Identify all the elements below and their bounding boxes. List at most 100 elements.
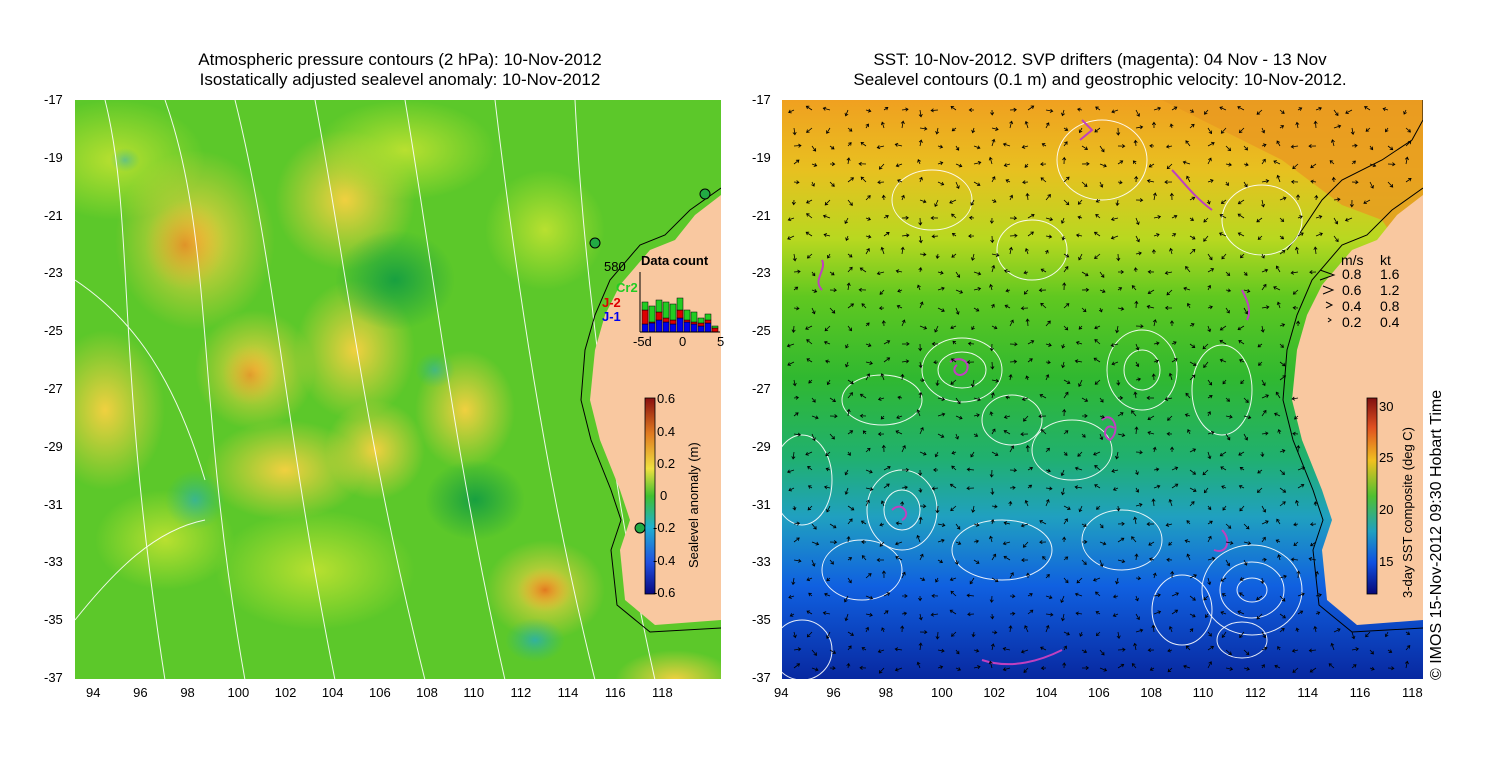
velocity-arrow	[1333, 109, 1339, 117]
velocity-arrow	[895, 556, 903, 561]
velocity-arrow	[988, 156, 993, 165]
velocity-arrow	[793, 412, 799, 417]
velocity-arrow	[1094, 464, 1101, 471]
velocity-arrow	[1387, 181, 1394, 188]
velocity-arrow	[806, 610, 813, 615]
velocity-arrow	[955, 523, 961, 530]
velocity-row-kt: 0.8	[1380, 298, 1400, 314]
velocity-arrow	[881, 444, 886, 453]
velocity-arrow	[1330, 139, 1335, 147]
velocity-arrow	[1274, 412, 1281, 417]
velocity-arrow	[1095, 214, 1101, 219]
velocity-arrow	[1189, 123, 1195, 129]
velocity-arrow	[1279, 343, 1284, 348]
latitude-tick-label: -21	[752, 207, 771, 223]
velocity-arrow	[1147, 269, 1155, 274]
velocity-arrow	[1221, 593, 1227, 597]
velocity-arrow	[811, 163, 818, 167]
velocity-arrow	[1225, 559, 1231, 567]
velocity-arrow	[1219, 106, 1227, 111]
velocity-arrow	[825, 359, 831, 364]
velocity-arrow	[955, 541, 962, 545]
velocity-arrow	[966, 486, 975, 491]
velocity-arrow	[825, 467, 831, 472]
velocity-arrow	[1153, 593, 1161, 598]
velocity-arrow	[901, 215, 909, 220]
velocity-arrow	[1152, 446, 1157, 453]
velocity-arrow	[1297, 610, 1304, 615]
velocity-arrow	[1135, 235, 1140, 243]
velocity-arrow	[1225, 271, 1231, 277]
velocity-arrow	[879, 289, 885, 295]
velocity-arrow	[918, 613, 923, 621]
velocity-arrow	[793, 159, 800, 165]
velocity-arrow	[901, 341, 910, 346]
velocity-arrow	[950, 358, 957, 363]
velocity-arrow	[1063, 266, 1069, 273]
velocity-arrow	[847, 505, 855, 511]
velocity-arrow	[1183, 286, 1191, 291]
velocity-arrow	[1135, 595, 1139, 602]
velocity-arrow	[937, 161, 944, 166]
velocity-arrow	[1003, 269, 1011, 273]
velocity-arrow	[1166, 557, 1173, 562]
latitude-tick-label: -19	[44, 149, 63, 165]
velocity-arrow	[1261, 158, 1266, 165]
velocity-arrow	[793, 432, 802, 437]
left-cb-tick: 0.4	[657, 424, 676, 439]
velocity-arrow	[847, 142, 852, 147]
velocity-arrow	[1074, 592, 1083, 597]
velocity-arrow	[1292, 163, 1299, 170]
velocity-arrow	[1189, 613, 1196, 618]
sst-map[interactable]	[782, 100, 1423, 679]
longitude-tick-label: 110	[1192, 685, 1214, 700]
velocity-arrow	[989, 595, 994, 603]
velocity-arrow	[966, 593, 975, 598]
velocity-arrow	[1135, 450, 1143, 455]
velocity-arrow	[1290, 144, 1299, 149]
velocity-arrow	[1243, 181, 1248, 188]
latitude-tick-label: -17	[44, 92, 63, 107]
velocity-arrow	[1062, 536, 1067, 543]
velocity-arrow	[1063, 253, 1070, 258]
velocity-arrow	[1002, 541, 1011, 546]
velocity-arrow	[1293, 522, 1299, 527]
velocity-arrow	[811, 433, 816, 442]
velocity-arrow	[847, 557, 853, 561]
velocity-arrow	[1003, 429, 1011, 435]
velocity-arrow	[1189, 501, 1195, 507]
velocity-arrow	[1218, 232, 1227, 237]
velocity-arrow	[1237, 213, 1245, 219]
velocity-arrow	[1257, 469, 1263, 474]
velocity-arrow	[1094, 325, 1101, 330]
velocity-arrow	[878, 667, 885, 674]
velocity-arrow	[1207, 253, 1213, 261]
velocity-arrow	[1171, 358, 1178, 363]
velocity-arrow	[990, 109, 995, 116]
velocity-arrow	[949, 199, 957, 204]
velocity-arrow	[1027, 213, 1035, 219]
velocity-arrow	[1008, 246, 1013, 255]
velocity-arrow	[916, 661, 921, 669]
velocity-arrow	[1135, 377, 1142, 382]
velocity-arrow	[966, 467, 975, 472]
sealevel-anomaly-map[interactable]	[75, 100, 721, 679]
velocity-arrow	[1315, 611, 1321, 616]
latitude-tick-label: -31	[752, 496, 771, 512]
velocity-arrow	[1095, 106, 1101, 111]
velocity-arrow	[806, 358, 813, 363]
velocity-arrow	[1279, 235, 1285, 240]
velocity-arrow	[1060, 487, 1065, 496]
velocity-arrow	[991, 428, 996, 435]
velocity-arrow	[1279, 613, 1286, 619]
velocity-arrow	[918, 361, 923, 369]
velocity-arrow	[883, 357, 891, 363]
velocity-arrow	[788, 595, 795, 599]
velocity-arrow	[1077, 107, 1083, 112]
velocity-arrow	[1313, 501, 1318, 507]
velocity-arrow	[1237, 610, 1245, 615]
velocity-arrow	[1003, 555, 1011, 561]
velocity-arrow	[919, 426, 924, 435]
velocity-arrow	[937, 144, 944, 149]
velocity-arrow	[1225, 181, 1229, 187]
